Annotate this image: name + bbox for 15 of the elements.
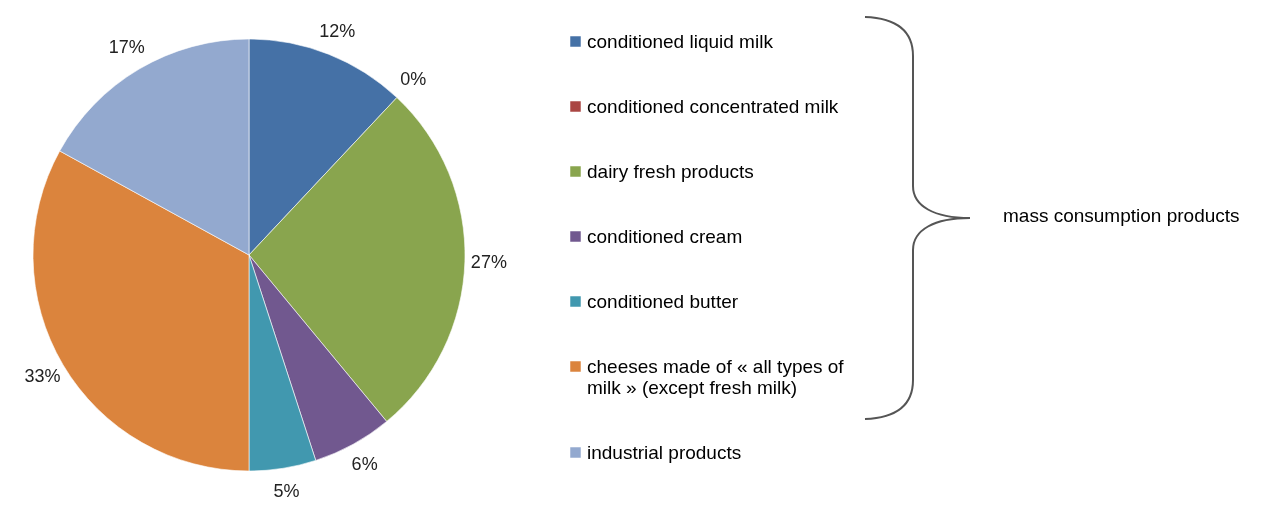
data-label: 17%: [108, 37, 145, 58]
legend-label: conditioned butter: [587, 290, 739, 312]
legend-label: industrial products: [587, 441, 742, 463]
legend-label: conditioned concentrated milk: [587, 95, 839, 117]
data-label: 12%: [319, 20, 356, 41]
data-label: 33%: [24, 366, 61, 387]
legend-label: conditioned cream: [587, 225, 743, 247]
legend-label: dairy fresh products: [587, 160, 754, 182]
legend-label: conditioned liquid milk: [587, 30, 774, 52]
legend-label: cheeses made of « all types of milk » (except fresh milk): [587, 355, 845, 398]
data-label: 6%: [351, 454, 378, 475]
data-label: 27%: [470, 251, 507, 272]
text: 0%: [400, 69, 427, 90]
data-label: 5%: [273, 481, 300, 502]
text: mass consumption products: [1003, 205, 1240, 227]
